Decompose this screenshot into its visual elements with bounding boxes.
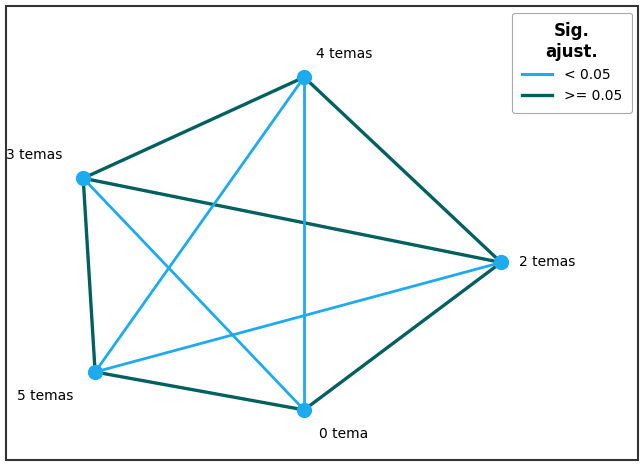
Legend: < 0.05, >= 0.05: < 0.05, >= 0.05	[512, 13, 632, 113]
Text: 3 temas: 3 temas	[6, 148, 62, 162]
Point	[78, 174, 88, 182]
Text: 0 tema: 0 tema	[319, 427, 368, 441]
Point	[299, 74, 309, 81]
Text: 4 temas: 4 temas	[316, 47, 372, 61]
Point	[299, 406, 309, 414]
Text: 2 temas: 2 temas	[519, 255, 575, 269]
Point	[90, 368, 100, 376]
Point	[496, 259, 506, 266]
Text: 5 temas: 5 temas	[17, 390, 74, 404]
